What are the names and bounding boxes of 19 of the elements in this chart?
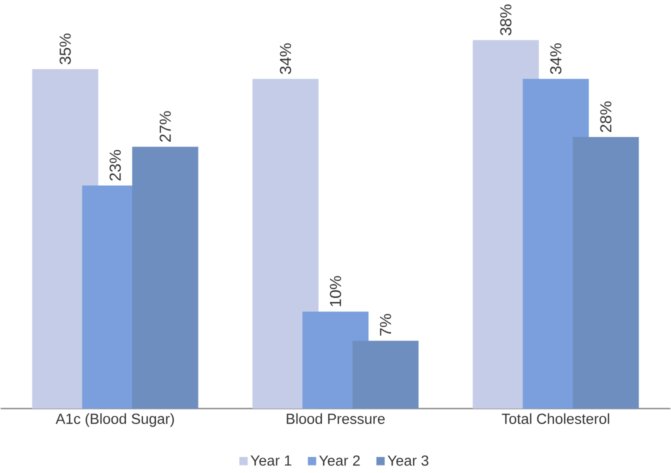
legend-label: Year 3 (388, 455, 428, 466)
x-tick-label: A1c (Blood Sugar) (56, 413, 174, 427)
x-tick-label: Total Cholesterol (502, 413, 610, 424)
legend-label: Year 2 (319, 455, 360, 466)
bar (572, 137, 639, 409)
legend-label: Year 1 (250, 456, 292, 466)
data-label: 34% (550, 43, 562, 74)
bar (252, 78, 319, 409)
bar (132, 146, 198, 409)
data-label: 28% (600, 102, 612, 132)
bar (352, 340, 419, 409)
data-label: 35% (60, 34, 71, 64)
data-label: 10% (330, 276, 342, 306)
data-label: 27% (160, 111, 171, 142)
x-tick-label: Blood Pressure (286, 413, 385, 424)
data-label: 34% (280, 43, 292, 74)
data-label: 23% (110, 150, 121, 181)
data-label: 38% (500, 4, 512, 36)
data-label: 7% (380, 314, 392, 336)
